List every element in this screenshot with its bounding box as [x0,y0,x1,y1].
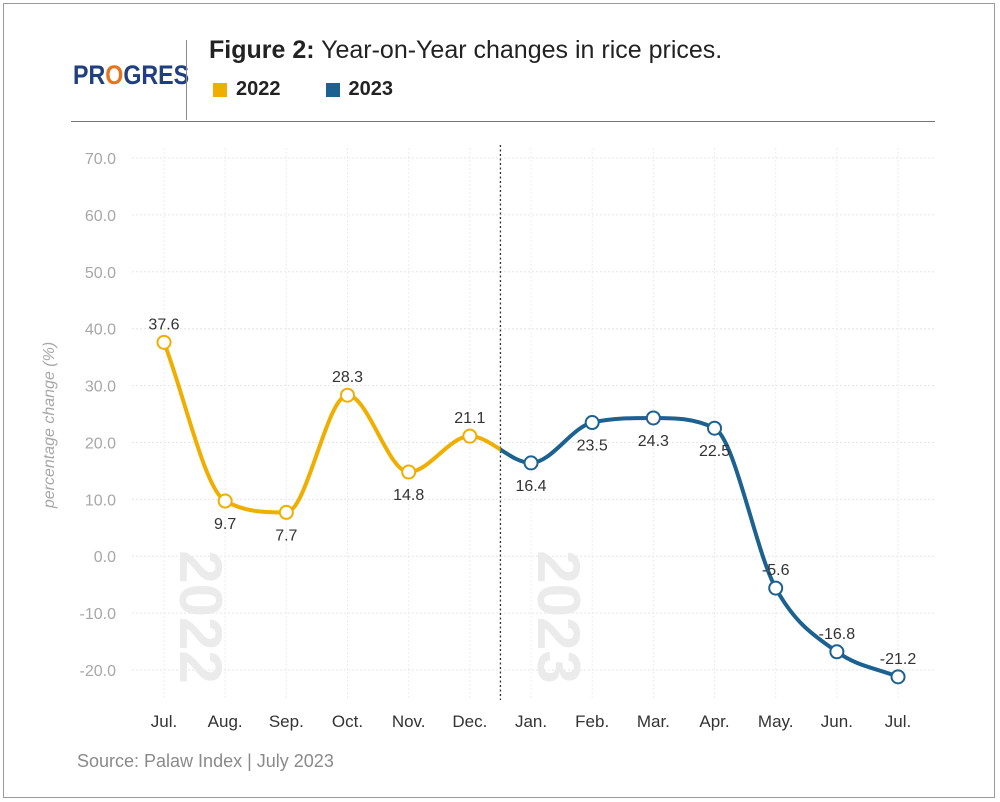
x-tick-label: Dec. [452,712,487,731]
x-tick-label: Sep. [269,712,304,731]
x-tick-label: Jun. [821,712,853,731]
data-label: 21.1 [454,410,485,427]
series-line-2023 [500,415,901,679]
legend-swatch-2022 [213,82,227,97]
data-point [829,644,845,660]
y-tick-label: 50.0 [85,265,116,282]
legend-item-2023: 2023 [325,78,394,101]
figure-frame [3,3,995,798]
x-tick-label: May. [758,712,794,731]
data-point [890,669,906,685]
y-tick-label: 20.0 [85,435,116,452]
x-tick-label: Aug. [208,712,243,731]
data-label: -21.2 [880,651,917,668]
legend-label-2022: 2022 [236,78,281,100]
data-point [340,387,356,403]
header-rule [71,121,935,122]
header-separator [186,40,187,120]
data-label: 7.7 [275,527,297,544]
y-tick-label: 30.0 [85,379,116,396]
y-tick-label: 70.0 [85,151,116,168]
data-label: 28.3 [332,369,363,386]
data-label: 24.3 [638,433,669,450]
legend-label-2023: 2023 [348,78,394,100]
data-point [401,464,417,480]
y-tick-label: 40.0 [85,322,116,339]
series-line-2022 [162,340,501,515]
y-tick-label: -20.0 [80,663,117,680]
figure-title: Figure 2: Year-on-Year changes in rice p… [209,36,722,65]
legend-item-2022: 2022 [213,78,281,101]
data-point [768,580,784,596]
data-point [462,428,478,444]
y-tick-label: 10.0 [85,492,116,509]
x-tick-label: Nov. [392,712,426,731]
x-tick-label: Jul. [885,712,911,731]
legend: 2022 2023 [213,78,393,101]
data-label: 16.4 [515,478,546,495]
data-point [707,420,723,436]
x-tick-label: Feb. [575,712,609,731]
data-label: 37.6 [148,316,179,333]
y-tick-label: 0.0 [94,549,116,566]
legend-swatch-2023 [325,82,340,97]
year-watermark: 2023 [525,550,592,683]
data-label: 22.5 [699,443,730,460]
y-tick-label: -10.0 [80,606,117,623]
progres-logo: PROGRES [73,60,190,90]
data-point [156,334,172,350]
x-tick-label: Jan. [515,712,547,731]
year-watermark: 2022 [167,550,234,683]
data-point [217,493,233,509]
x-tick-label: Apr. [699,712,729,731]
data-label: -16.8 [819,626,856,643]
data-label: 14.8 [393,487,424,504]
x-tick-label: Mar. [637,712,670,731]
x-tick-label: Oct. [332,712,363,731]
data-label: 23.5 [577,438,608,455]
data-point [584,415,600,431]
data-point [645,410,661,426]
figure-number: Figure 2: [209,36,315,64]
x-tick-label: Jul. [151,712,177,731]
data-label: 9.7 [214,516,236,533]
data-point [278,504,294,520]
y-axis-label: percentage change (%) [41,342,58,509]
y-tick-label: 60.0 [85,208,116,225]
data-label: -5.6 [762,562,790,579]
source-note: Source: Palaw Index | July 2023 [77,751,334,771]
data-point [523,455,539,471]
figure-caption: Year-on-Year changes in rice prices. [314,36,723,64]
